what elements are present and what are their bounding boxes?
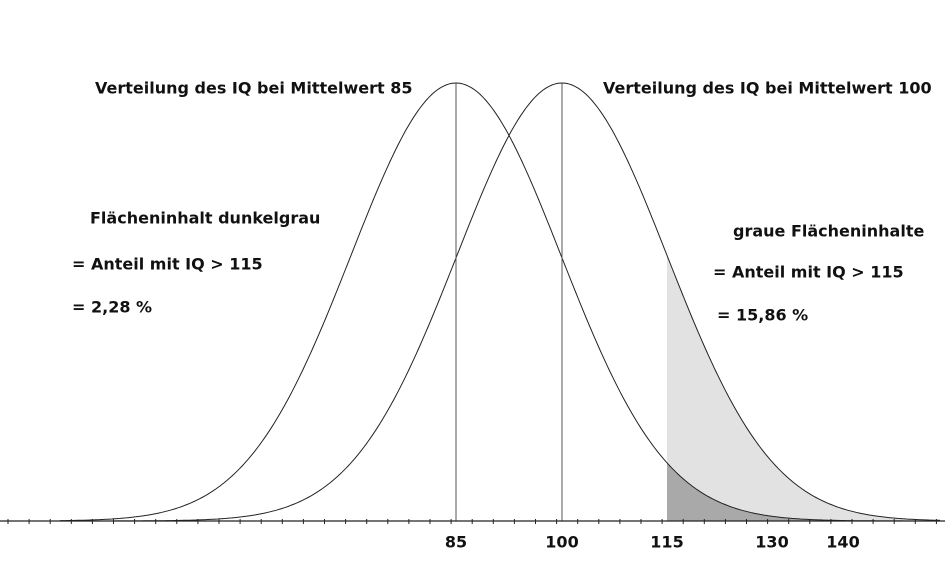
axis-label: 115 [650,533,683,552]
curves [0,82,945,524]
note-text: = 2,28 % [72,298,152,317]
note-text: = Anteil mit IQ > 115 [72,255,263,274]
note-text: Flächeninhalt dunkelgrau [90,209,320,228]
note-text: = 15,86 % [717,306,808,325]
axis-label: 130 [755,533,788,552]
note-text: = Anteil mit IQ > 115 [713,263,904,282]
axis-label: 140 [826,533,859,552]
axis-label: 100 [545,533,578,552]
curve-label: Verteilung des IQ bei Mittelwert 85 [95,79,412,98]
axis-label: 85 [445,533,467,552]
curve-label: Verteilung des IQ bei Mittelwert 100 [603,79,932,98]
curve [60,82,940,522]
light-area [667,255,940,522]
note-text: graue Flächeninhalte [733,222,924,241]
curve [60,82,940,522]
dark-area [667,462,940,521]
